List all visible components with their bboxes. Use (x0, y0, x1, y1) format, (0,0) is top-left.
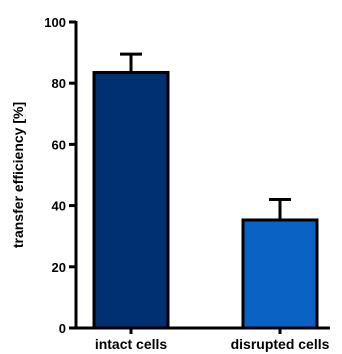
y-tick-label: 0 (59, 321, 66, 336)
y-axis-title: transfer efficiency [%] (10, 102, 26, 248)
y-tick-label: 20 (52, 260, 66, 275)
y-tick-label: 60 (52, 137, 66, 152)
x-category-label: disrupted cells (231, 336, 330, 352)
bar-disrupted-cells (241, 218, 319, 330)
y-tick-label: 80 (52, 76, 66, 91)
x-category-label: intact cells (95, 336, 168, 352)
error-bars (120, 52, 291, 220)
y-axis: 0 20 40 60 80 100 (44, 15, 78, 336)
bar-intact-cells (92, 70, 170, 330)
x-axis: intact cells disrupted cells (75, 326, 330, 352)
y-tick-label: 40 (52, 199, 66, 214)
y-tick-label: 100 (44, 15, 66, 30)
